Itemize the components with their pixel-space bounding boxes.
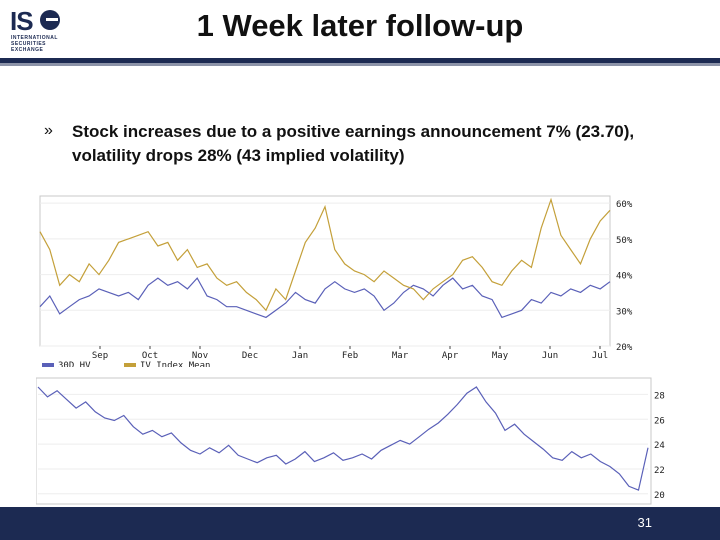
price-plot-area: [36, 377, 652, 505]
header: [0, 0, 720, 62]
price-line: [37, 386, 649, 491]
y-tick-label: 20%: [616, 343, 633, 353]
bullet-marker: »: [44, 122, 53, 139]
volatility-plot-area: [39, 195, 611, 347]
logo-circle-icon: [40, 10, 60, 30]
price-y-tick-label: 24: [654, 441, 665, 451]
legend-swatch-30d-hv: [42, 363, 54, 367]
x-tick-label: Jan: [292, 351, 308, 361]
price-y-tick-label: 26: [654, 416, 665, 426]
logo-sub-line-3: EXCHANGE: [11, 47, 44, 53]
series-line-30d-hv: [39, 277, 611, 319]
legend-label-iv-index-mean: IV Index Mean: [140, 361, 210, 367]
price-y-tick-label: 22: [654, 466, 665, 476]
x-tick-label: Sep: [92, 351, 108, 361]
x-tick-label: Jul: [592, 351, 608, 361]
x-tick-label: Nov: [192, 351, 208, 361]
x-tick-label: Mar: [392, 351, 409, 361]
logo-sub-line-1: INTERNATIONAL: [11, 35, 58, 41]
y-tick-label: 60%: [616, 200, 633, 210]
header-rule: [0, 58, 720, 63]
price-y-tick-label: 20: [654, 491, 665, 501]
x-tick-label: Feb: [342, 351, 358, 361]
price-chart: 20 22 24 26 28: [36, 377, 665, 505]
x-tick-label: Jun: [542, 351, 558, 361]
y-tick-label: 40%: [616, 272, 633, 282]
footer-bar: 31: [0, 507, 720, 540]
slide-title: 1 Week later follow-up: [196, 8, 524, 43]
bullet-text: Stock increases due to a positive earnin…: [72, 122, 635, 165]
ise-logo: IS INTERNATIONAL SECURITIES EXCHANGE: [10, 6, 72, 54]
series-line-iv-index-mean: [39, 197, 611, 312]
y-tick-label: 30%: [616, 307, 633, 317]
legend-label-30d-hv: 30D HV: [58, 361, 91, 367]
y-tick-label: 50%: [616, 236, 633, 246]
logo-main-text: IS: [10, 6, 34, 36]
header-rule-shadow: [0, 63, 720, 66]
x-tick-label: May: [492, 351, 509, 361]
slide-number: 31: [637, 515, 652, 530]
logo-sub-line-2: SECURITIES: [11, 41, 47, 47]
x-tick-label: Oct: [142, 351, 158, 361]
volatility-chart: 20% 30% 40% 50% 60% Sep Oct Nov Dec Jan Feb Mar Apr…: [39, 195, 633, 367]
x-tick-label: Apr: [442, 351, 459, 361]
x-tick-label: Dec: [242, 351, 258, 361]
legend-swatch-iv-index-mean: [124, 363, 136, 367]
price-y-tick-label: 28: [654, 391, 665, 401]
